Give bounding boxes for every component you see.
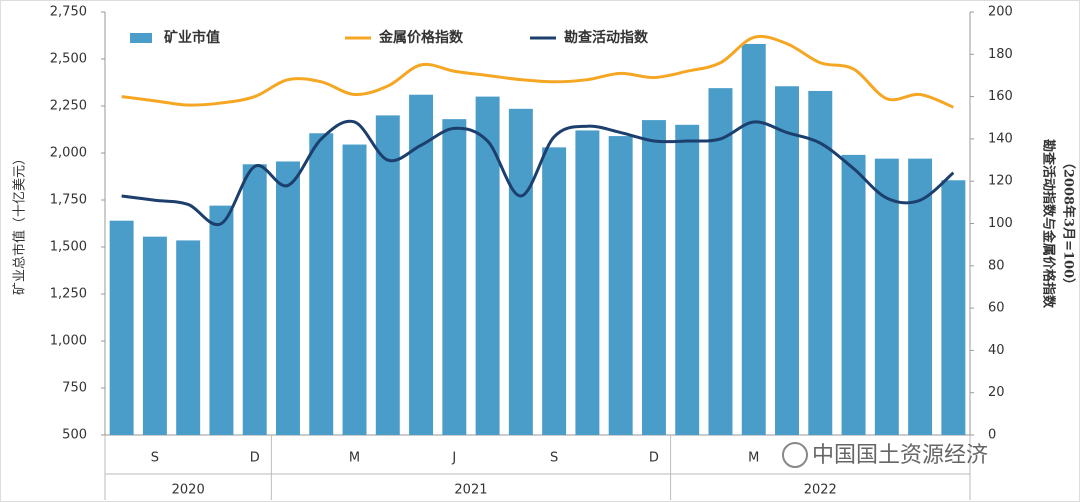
legend-label: 矿业市值 — [164, 29, 220, 46]
y2-tick-label: 60 — [988, 301, 1005, 316]
y-tick-label: 1,250 — [50, 287, 87, 302]
bar — [475, 96, 500, 435]
bar — [941, 180, 966, 435]
y2-tick-label: 80 — [988, 258, 1005, 273]
watermark: 中国国土资源经济 — [812, 443, 988, 468]
line — [121, 119, 955, 227]
bar — [242, 164, 267, 435]
bar — [375, 115, 400, 436]
x-tick-label: D — [250, 451, 260, 466]
bar — [675, 124, 700, 436]
bar — [641, 120, 666, 435]
bar — [841, 154, 866, 435]
bar — [741, 43, 766, 436]
group-label: 2020 — [172, 483, 205, 498]
y-tick-label: 1,750 — [50, 193, 87, 208]
legend-label: 勘查活动指数 — [564, 29, 649, 46]
bar — [176, 240, 201, 435]
y2-tick-label: 0 — [988, 428, 996, 443]
bar — [309, 133, 334, 435]
y2-tick-label: 140 — [988, 131, 1013, 146]
watermark-icon — [782, 442, 808, 468]
y-tick-label: 1,000 — [50, 334, 87, 349]
y-axis-label: 矿业总市值（十亿美元） — [12, 152, 28, 295]
y-tick-label: 750 — [62, 381, 87, 396]
bar — [575, 130, 600, 435]
bar — [874, 158, 899, 435]
bar — [409, 94, 434, 435]
bar — [209, 205, 234, 435]
bar — [608, 136, 633, 435]
legend-label: 金属价格指数 — [378, 29, 464, 46]
bar — [808, 90, 833, 436]
y2-tick-label: 160 — [988, 89, 1013, 104]
x-tick-label: D — [649, 451, 659, 466]
y2-tick-label: 40 — [988, 343, 1005, 358]
x-tick-label: S — [151, 451, 159, 466]
bar — [908, 158, 933, 435]
y-tick-label: 2,750 — [50, 5, 87, 20]
x-tick-label: S — [550, 451, 558, 466]
bar — [109, 220, 134, 435]
group-label: 2022 — [804, 483, 837, 498]
y2-tick-label: 20 — [988, 385, 1005, 400]
y2-axis-label: 勘查活动指数与金属价格指数 — [1041, 139, 1057, 309]
y-tick-label: 2,000 — [50, 146, 87, 161]
y2-axis-label: （2008年3月=100） — [1061, 156, 1077, 291]
y-tick-label: 2,250 — [50, 99, 87, 114]
bar — [276, 161, 300, 435]
bar — [542, 147, 567, 436]
y2-tick-label: 200 — [988, 5, 1013, 20]
bar — [708, 88, 733, 435]
bar — [342, 144, 367, 436]
y2-tick-label: 100 — [988, 216, 1013, 231]
y-tick-label: 2,500 — [50, 52, 87, 67]
y2-tick-label: 180 — [988, 47, 1013, 62]
legend-swatch — [130, 33, 152, 43]
x-tick-label: J — [451, 451, 456, 466]
y-tick-label: 500 — [62, 428, 87, 443]
bar — [508, 108, 533, 435]
bar — [775, 86, 799, 435]
y-tick-label: 1,500 — [50, 240, 87, 255]
x-tick-label: M — [349, 451, 360, 466]
x-tick-label: M — [748, 451, 759, 466]
y2-tick-label: 120 — [988, 174, 1013, 189]
bar — [142, 236, 167, 435]
group-label: 2021 — [454, 483, 487, 498]
bar — [442, 119, 467, 435]
line — [121, 34, 954, 109]
